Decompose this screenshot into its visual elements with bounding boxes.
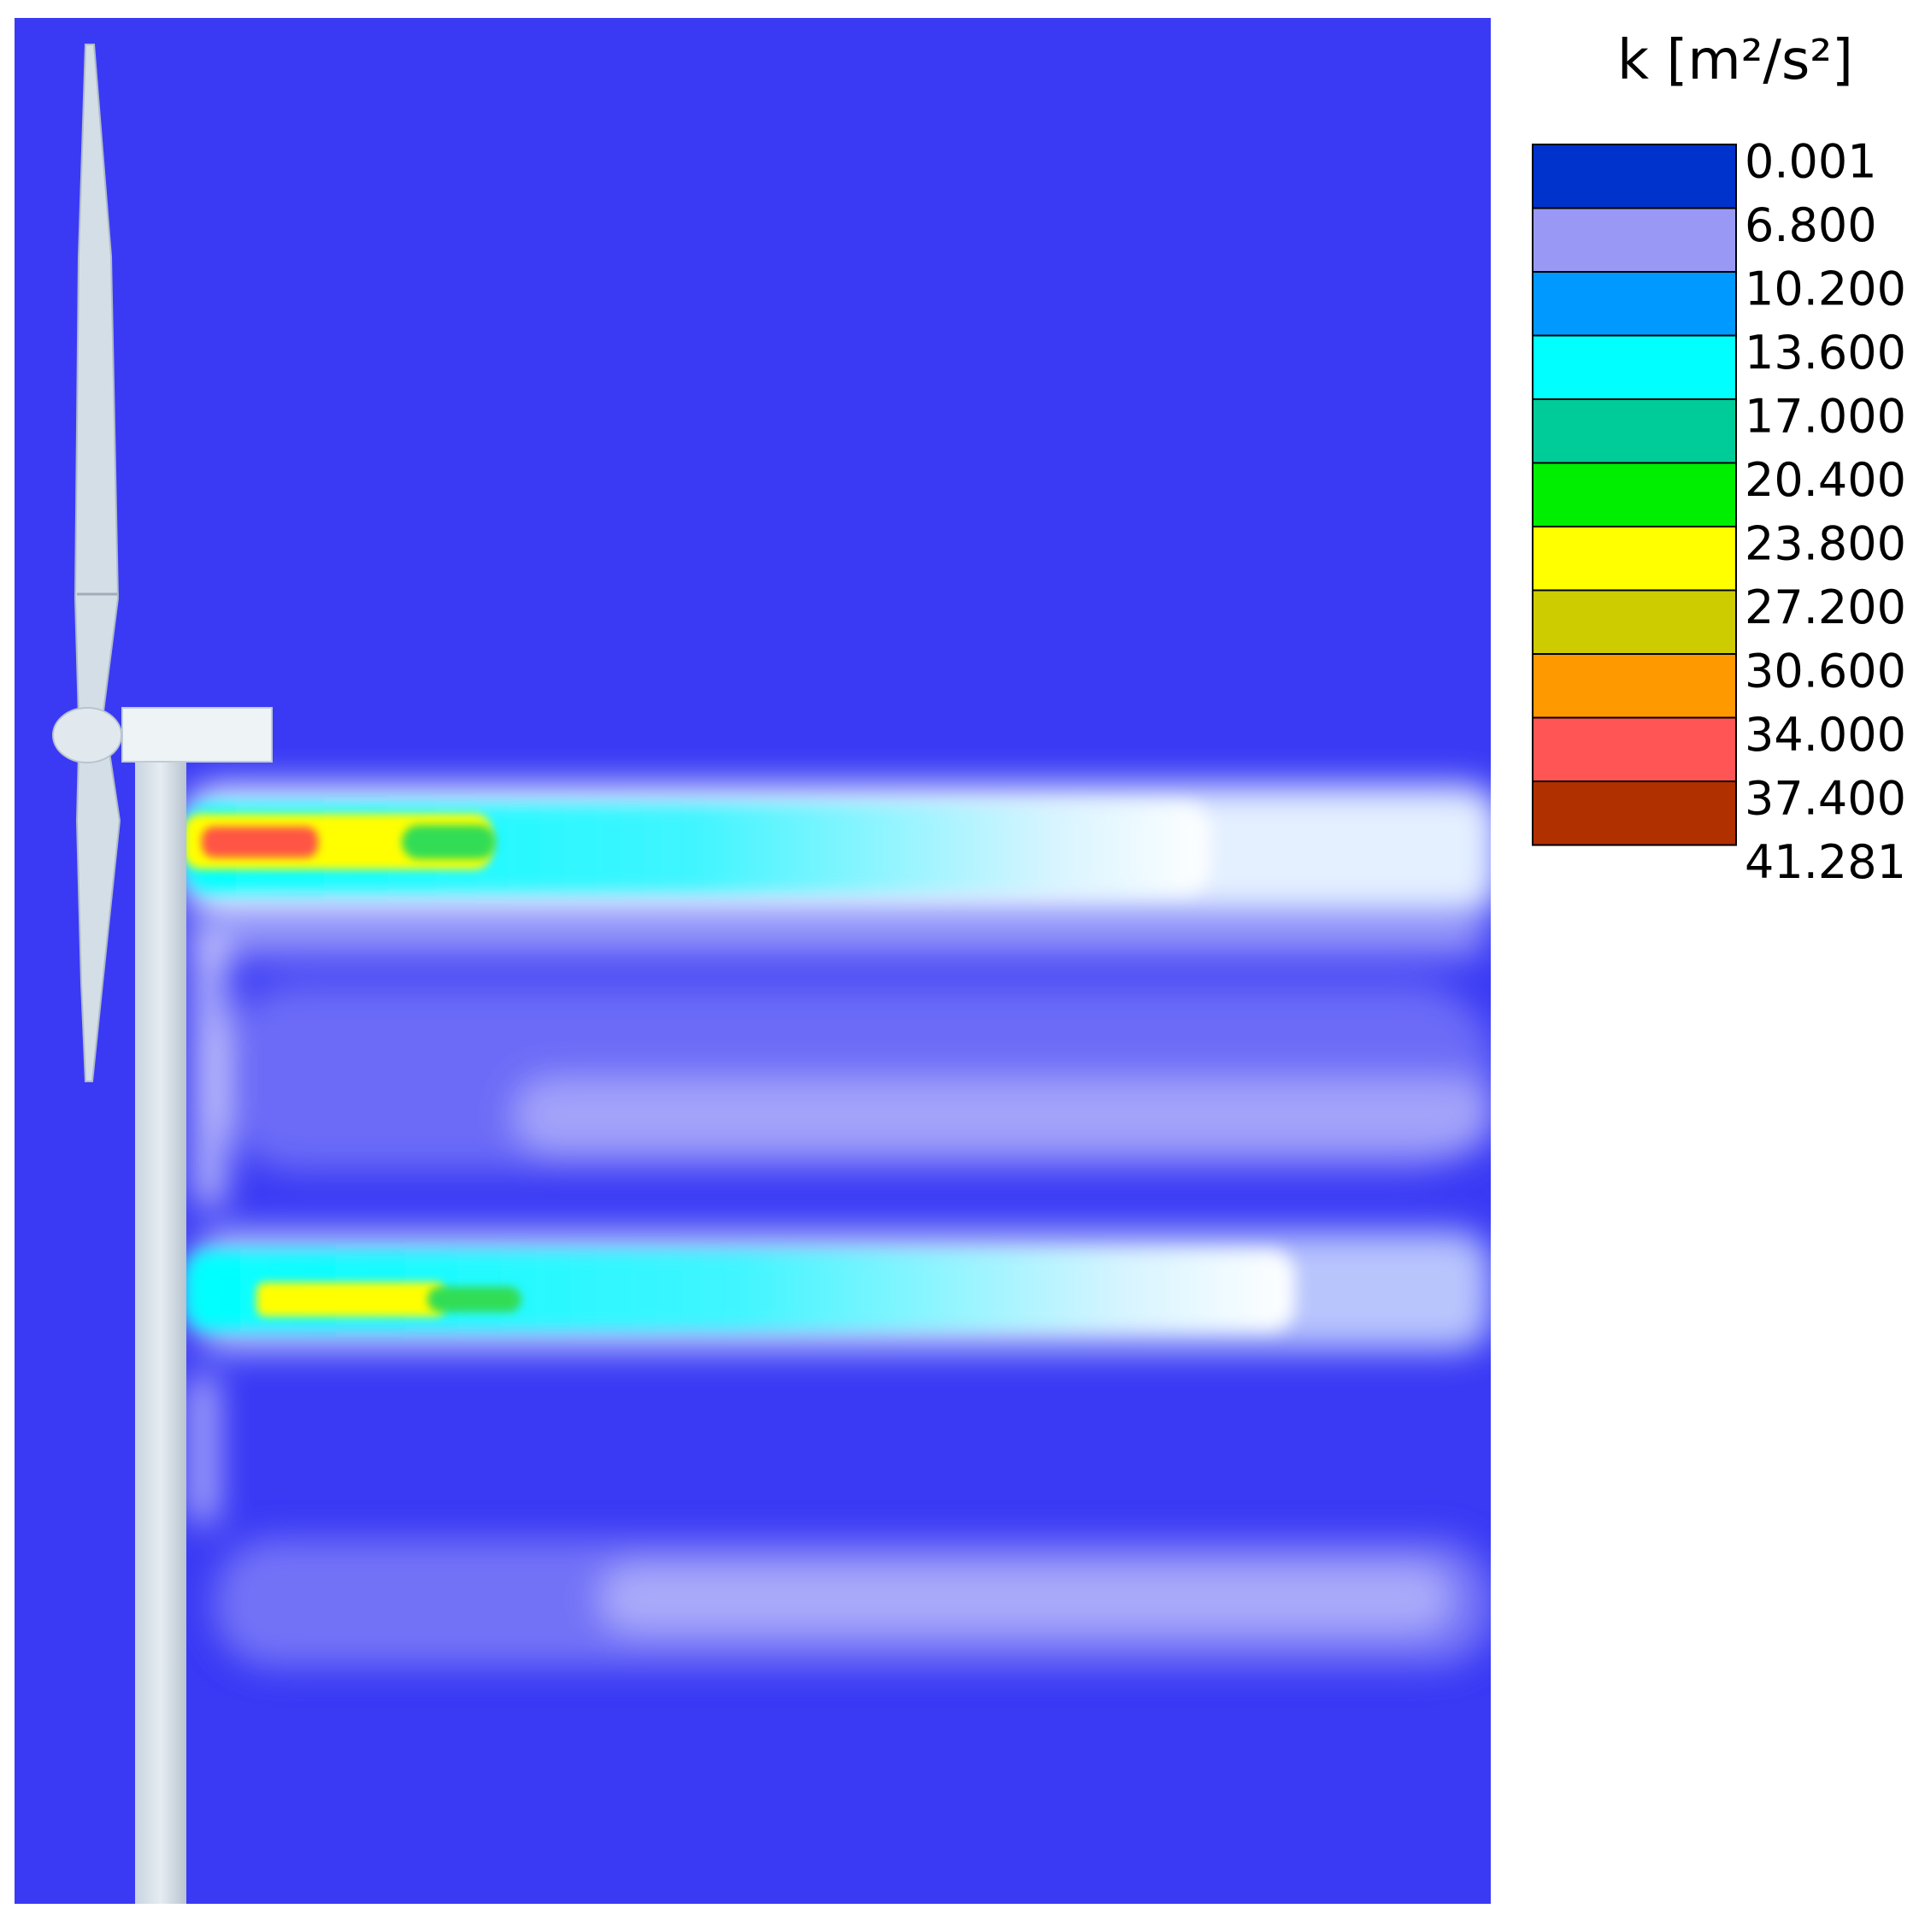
legend-level-label: 27.200 bbox=[1745, 580, 1906, 634]
hub bbox=[52, 707, 122, 763]
legend-level-label: 17.000 bbox=[1745, 390, 1906, 444]
tower bbox=[135, 759, 186, 1904]
legend-swatch bbox=[1532, 462, 1737, 527]
legend-level-label: 10.200 bbox=[1745, 262, 1906, 316]
legend-level-label: 13.600 bbox=[1745, 326, 1906, 380]
legend-level-label: 30.600 bbox=[1745, 645, 1906, 698]
legend-swatch bbox=[1532, 271, 1737, 337]
legend-swatch bbox=[1532, 207, 1737, 273]
legend-swatch bbox=[1532, 716, 1737, 782]
lower-wake bbox=[184, 1250, 1295, 1331]
legend-level-label: 34.000 bbox=[1745, 708, 1906, 762]
contour-field bbox=[15, 18, 1491, 1904]
legend-swatch bbox=[1532, 398, 1737, 464]
legend-swatch bbox=[1532, 144, 1737, 209]
legend-swatch bbox=[1532, 780, 1737, 846]
upper-wake bbox=[184, 785, 1491, 917]
legend-swatch bbox=[1532, 653, 1737, 719]
legend-level-label: 41.281 bbox=[1745, 835, 1906, 889]
legend-swatch bbox=[1532, 526, 1737, 592]
legend-title: k [m²/s²] bbox=[1617, 29, 1853, 92]
blade-lower bbox=[75, 751, 121, 1082]
wind-turbine bbox=[52, 44, 273, 1904]
nacelle bbox=[121, 707, 273, 763]
legend-level-label: 23.800 bbox=[1745, 517, 1906, 571]
legend: 0.001 6.800 10.200 13.600 17.000 20.400 23.800… bbox=[1532, 135, 1906, 889]
legend-level-label: 37.400 bbox=[1745, 772, 1906, 826]
legend-level-label: 20.400 bbox=[1745, 453, 1906, 507]
legend-level-label: 0.001 bbox=[1745, 135, 1877, 189]
legend-swatch bbox=[1532, 334, 1737, 400]
legend-level-label: 6.800 bbox=[1745, 198, 1877, 252]
legend-swatch bbox=[1532, 589, 1737, 655]
